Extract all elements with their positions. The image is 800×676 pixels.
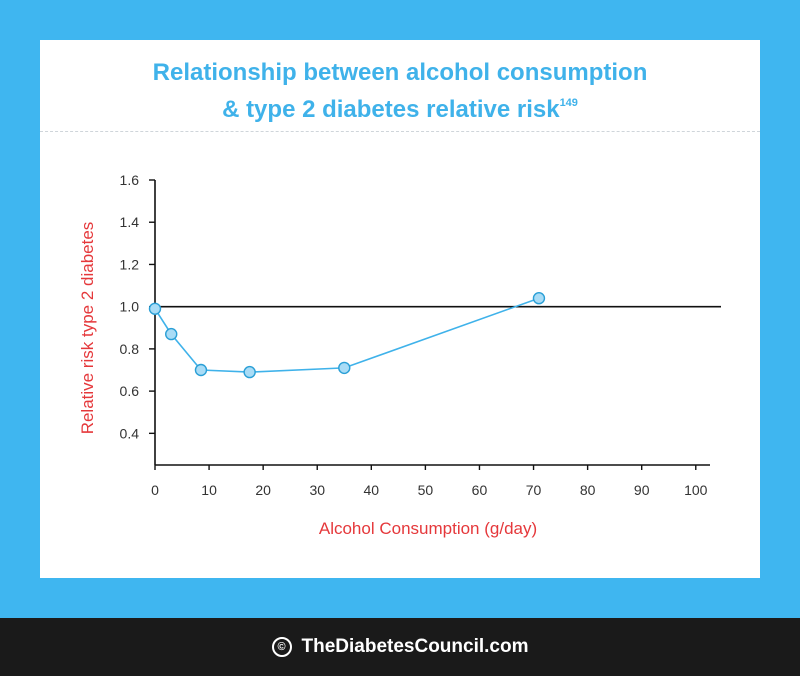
chart-card: Relationship between alcohol consumption…	[40, 40, 760, 578]
data-point	[532, 292, 546, 305]
x-tick-label: 20	[255, 482, 271, 498]
data-point	[148, 302, 162, 315]
y-tick-label: 0.6	[120, 383, 140, 399]
x-tick-label: 100	[684, 482, 708, 498]
copyright-icon: ©	[271, 637, 292, 657]
y-axis-label: Relative risk type 2 diabetes	[78, 222, 97, 435]
chart-title: Relationship between alcohol consumption…	[40, 58, 760, 125]
x-tick-label: 80	[580, 482, 596, 498]
x-tick-label: 50	[418, 482, 434, 498]
line-chart: 0.4 0.6 0.8 1.0 1.2 1.4 1.6 0 10 20 30 40 50 60 70 80 90…	[78, 172, 721, 538]
data-point	[194, 363, 208, 377]
data-point	[243, 365, 256, 379]
x-tick-label: 30	[309, 482, 325, 498]
series-line	[154, 297, 540, 373]
x-axis-label: Alcohol Consumption (g/day)	[319, 519, 537, 538]
footer-bar: © TheDiabetesCouncil.com	[0, 618, 800, 676]
y-tick-label: 1.4	[120, 214, 140, 230]
data-point	[338, 361, 351, 375]
y-tick-label: 0.8	[120, 341, 140, 357]
x-tick-label: 70	[526, 482, 542, 498]
data-point	[165, 327, 178, 341]
y-tick-label: 1.2	[120, 256, 140, 272]
title-divider	[40, 131, 760, 132]
x-tick-label: 90	[634, 482, 650, 498]
x-tick-label: 10	[201, 482, 217, 498]
footer-site-name: TheDiabetesCouncil.com	[301, 636, 529, 657]
x-tick-label: 40	[364, 482, 380, 498]
x-tick-label: 60	[472, 482, 488, 498]
y-tick-label: 1.6	[120, 172, 140, 188]
y-tick-label: 1.0	[120, 299, 140, 315]
title-line-1: Relationship between alcohol consumption	[152, 59, 648, 86]
x-tick-label: 0	[151, 482, 159, 498]
y-tick-label: 0.4	[120, 425, 140, 441]
title-reference: 149	[559, 97, 578, 109]
title-line-2: & type 2 diabetes relative risk	[222, 96, 560, 123]
